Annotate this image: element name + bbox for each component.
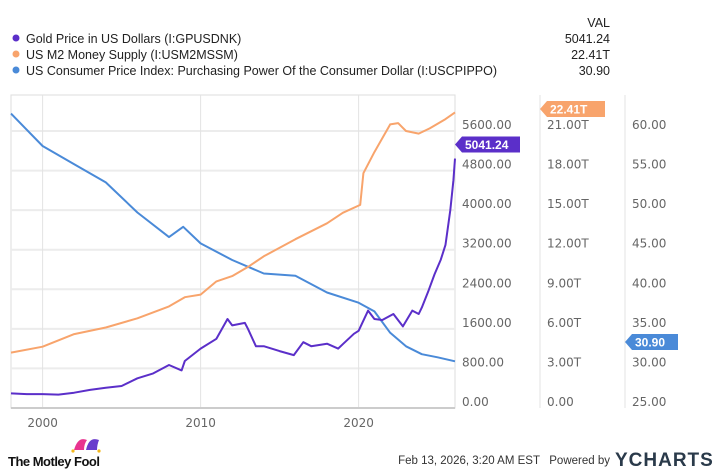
- gold-axis-tick-label: 2400.00: [462, 276, 512, 290]
- cpi-axis-tick-label: 60.00: [632, 118, 666, 132]
- cpi-series-line: [10, 112, 456, 363]
- cpi-axis-tick-label: 25.00: [632, 395, 666, 409]
- cpi-axis-tick-label: 45.00: [632, 237, 666, 251]
- legend-dot-cpi: [12, 66, 20, 74]
- legend-label-m2[interactable]: US M2 Money Supply (I:USM2MSSM): [26, 48, 238, 62]
- gold-series-line: [10, 158, 456, 396]
- jester-hat-right-icon: [86, 439, 99, 450]
- m2-axis-tick-label: 6.00T: [547, 316, 582, 330]
- plot-area: [10, 94, 456, 409]
- legend-value-m2: 22.41T: [571, 48, 610, 62]
- gold-axis-tick-label: 800.00: [462, 355, 504, 369]
- x-tick-label: 2020: [343, 416, 374, 430]
- gold-axis-tick-label: 0.00: [462, 395, 489, 409]
- m2-axis-tick-label: 3.00T: [547, 355, 582, 369]
- jester-hat-left-icon: [74, 439, 87, 450]
- ycharts-logo[interactable]: YCHARTS: [615, 450, 714, 471]
- gold-axis-tick-label: 3200.00: [462, 237, 512, 251]
- m2-axis-tick-label: 9.00T: [547, 276, 582, 290]
- value-tags: 5041.24 22.41T 30.90: [455, 101, 678, 350]
- m2-axis-tick-label: 12.00T: [547, 237, 589, 251]
- grid: [10, 94, 456, 409]
- gold-axis-tick-label: 4000.00: [462, 197, 512, 211]
- m2-value-tag-label: 22.41T: [550, 103, 588, 117]
- powered-by: Powered by: [549, 455, 610, 467]
- axes: 2000 2010 2020 0.00 800.00 1600.00 2400.00 3200…: [11, 95, 666, 430]
- logo-text: The Motley Fool: [8, 454, 99, 469]
- cpi-value-tag: [625, 334, 678, 350]
- legend-value-cpi: 30.90: [579, 64, 610, 78]
- cpi-axis-tick-label: 30.00: [632, 355, 666, 369]
- legend-dot-gold: [12, 34, 20, 42]
- gold-value-tag-label: 5041.24: [465, 138, 509, 152]
- x-tick-label: 2010: [185, 416, 216, 430]
- cpi-axis-tick-label: 55.00: [632, 158, 666, 172]
- legend-label-gold[interactable]: Gold Price in US Dollars (I:GPUSDNK): [26, 32, 241, 46]
- legend-dot-m2: [12, 50, 20, 58]
- cpi-axis-tick-label: 50.00: [632, 197, 666, 211]
- m2-axis-tick-label: 15.00T: [547, 197, 589, 211]
- motley-fool-logo[interactable]: The Motley Fool: [8, 439, 101, 469]
- legend-header: VAL: [587, 16, 610, 30]
- legend: VAL Gold Price in US Dollars (I:GPUSDNK)…: [12, 16, 610, 78]
- m2-axis-tick-label: 21.00T: [547, 118, 589, 132]
- gold-axis-tick-label: 5600.00: [462, 118, 512, 132]
- gold-axis-tick-label: 4800.00: [462, 158, 512, 172]
- gold-value-tag: [455, 136, 520, 153]
- series-lines: [10, 111, 456, 396]
- cpi-axis-tick-label: 35.00: [632, 316, 666, 330]
- m2-axis-tick-label: 0.00: [547, 395, 574, 409]
- cpi-axis-tick-label: 40.00: [632, 276, 666, 290]
- ycharts-brand: YCHARTS: [615, 450, 714, 471]
- m2-axis-tick-label: 18.00T: [547, 158, 589, 172]
- x-tick-label: 2000: [27, 416, 58, 430]
- timestamp: Feb 13, 2026, 3:20 AM EST: [398, 455, 540, 467]
- gold-axis-tick-label: 1600.00: [462, 316, 512, 330]
- legend-value-gold: 5041.24: [565, 32, 610, 46]
- legend-label-cpi[interactable]: US Consumer Price Index: Purchasing Powe…: [26, 64, 497, 78]
- m2-series-line: [10, 111, 456, 354]
- cpi-value-tag-label: 30.90: [635, 336, 665, 350]
- m2-value-tag: [540, 101, 605, 117]
